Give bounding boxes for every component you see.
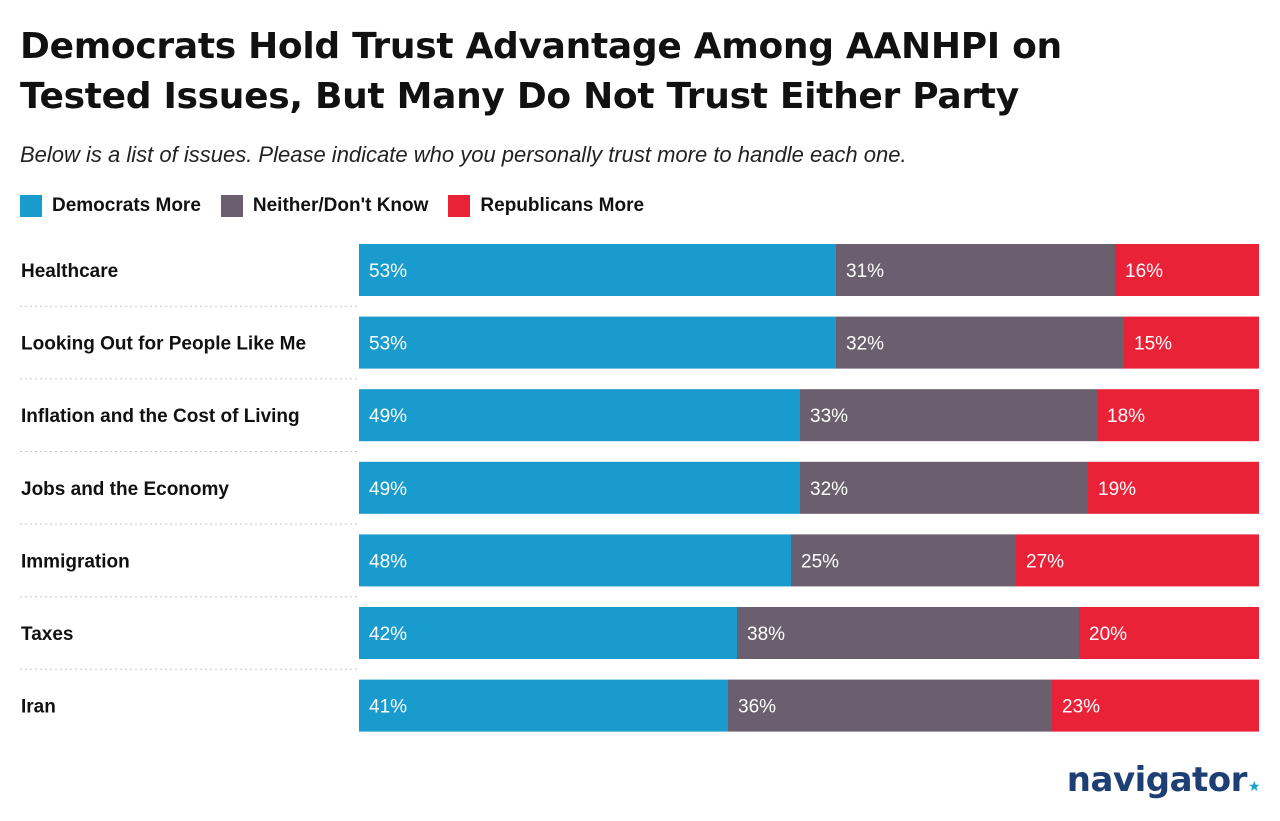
row-label: Taxes [21, 624, 73, 645]
bar-segment-1 [791, 534, 1016, 587]
navigator-logo: navigator★ [1066, 760, 1261, 800]
bar-segment-0 [359, 244, 836, 296]
data-label: 18% [1107, 406, 1145, 427]
bar-segment-0 [359, 607, 737, 659]
bar-segment-2 [1079, 607, 1259, 659]
data-label: 49% [369, 406, 407, 427]
data-label: 32% [810, 479, 848, 500]
data-label: 53% [369, 334, 407, 355]
data-label: 41% [369, 697, 407, 718]
logo-star-icon: ★ [1247, 779, 1261, 795]
bar-segment-0 [359, 534, 791, 587]
row-label: Immigration [21, 551, 130, 572]
data-label: 53% [369, 261, 407, 282]
legend-swatch-2 [448, 195, 471, 217]
data-label: 31% [846, 261, 884, 282]
bar-segment-1 [836, 244, 1115, 296]
data-label: 38% [747, 624, 785, 645]
row-label: Jobs and the Economy [21, 479, 229, 500]
bar-segment-0 [359, 389, 800, 442]
bar-segment-2 [1115, 244, 1259, 296]
data-label: 33% [810, 406, 848, 427]
bar-segment-2 [1124, 316, 1259, 369]
data-label: 32% [846, 334, 884, 355]
chart-title-line-2: Tested Issues, But Many Do Not Trust Eit… [20, 76, 1019, 117]
data-label: 25% [801, 551, 839, 572]
legend-item-2: Republicans More [448, 195, 644, 217]
legend-item-0: Democrats More [20, 195, 201, 217]
bar-segment-1 [737, 607, 1079, 659]
legend-swatch-1 [220, 195, 243, 217]
data-label: 23% [1062, 697, 1100, 718]
legend: Democrats More Neither/Don't Know Republic… [20, 192, 664, 220]
legend-swatch-0 [20, 195, 42, 217]
logo-text: navigator [1066, 760, 1248, 800]
row-label: Iran [21, 697, 56, 718]
row-label: Healthcare [21, 261, 118, 282]
chart-title-line-1: Democrats Hold Trust Advantage Among AAN… [20, 26, 1062, 67]
chart-subtitle: Below is a list of issues. Please indica… [20, 142, 907, 167]
bar-segment-0 [359, 316, 836, 369]
data-label: 19% [1098, 479, 1136, 500]
bar-segment-0 [359, 679, 728, 732]
legend-label-0: Democrats More [52, 195, 201, 216]
chart-title: Democrats Hold Trust Advantage Among AAN… [20, 22, 1260, 122]
data-label: 48% [369, 551, 407, 572]
bar-segment-1 [836, 316, 1124, 369]
bar-segment-1 [728, 679, 1052, 732]
bar-segment-2 [1052, 679, 1259, 732]
legend-item-1: Neither/Don't Know [220, 195, 429, 217]
bar-segment-2 [1088, 461, 1259, 514]
row-label: Looking Out for People Like Me [21, 334, 306, 355]
bar-segment-1 [800, 461, 1088, 514]
bar-segment-2 [1016, 534, 1259, 587]
legend-label-1: Neither/Don't Know [252, 195, 429, 216]
data-label: 15% [1134, 334, 1172, 355]
bar-segment-2 [1097, 389, 1259, 442]
data-label: 16% [1125, 261, 1163, 282]
data-label: 49% [369, 479, 407, 500]
bar-segment-0 [359, 461, 800, 514]
row-label: Inflation and the Cost of Living [21, 406, 300, 427]
data-label: 27% [1026, 551, 1064, 572]
legend-label-2: Republicans More [480, 195, 645, 216]
data-label: 20% [1089, 624, 1127, 645]
data-label: 36% [738, 697, 776, 718]
bar-segment-1 [800, 389, 1097, 442]
data-label: 42% [369, 624, 407, 645]
